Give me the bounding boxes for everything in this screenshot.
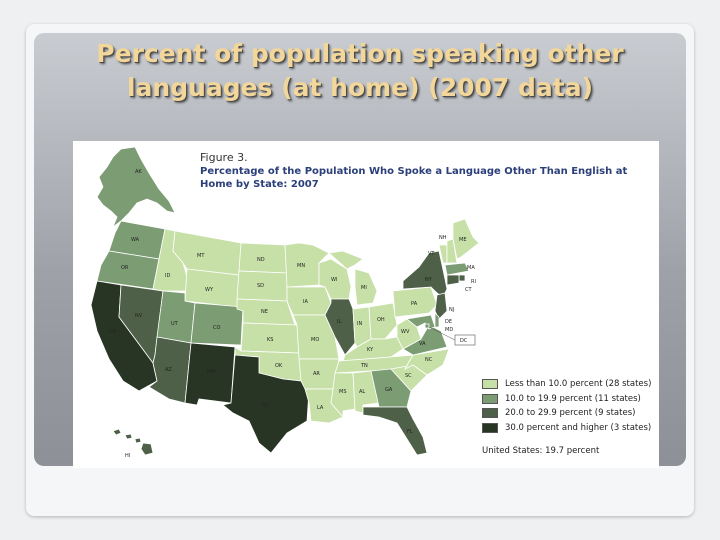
figure-number: Figure 3. xyxy=(200,151,248,164)
legend-label: 20.0 to 29.9 percent (9 states) xyxy=(505,408,636,419)
legend-swatch xyxy=(482,422,498,433)
label-VT: VT xyxy=(428,251,435,257)
label-CT: CT xyxy=(465,287,472,293)
state-IA xyxy=(286,286,332,316)
label-SC: SC xyxy=(405,373,412,379)
label-AL: AL xyxy=(359,389,365,395)
us-total: United States: 19.7 percent xyxy=(482,446,600,456)
legend-item: Less than 10.0 percent (28 states) xyxy=(482,377,651,392)
label-ME: ME xyxy=(459,237,466,243)
legend-swatch xyxy=(482,379,498,390)
state-MI xyxy=(328,250,378,306)
label-FL: FL xyxy=(407,429,413,435)
label-AZ: AZ xyxy=(165,367,172,373)
state-TX xyxy=(222,354,310,454)
label-MN: MN xyxy=(297,263,305,269)
legend-item: 10.0 to 19.9 percent (11 states) xyxy=(482,392,651,407)
label-IA: IA xyxy=(303,299,308,305)
state-RI xyxy=(458,274,466,282)
legend-swatch xyxy=(482,393,498,404)
state-AK xyxy=(96,146,176,229)
legend-item: 20.0 to 29.9 percent (9 states) xyxy=(482,406,651,421)
legend-label: 10.0 to 19.9 percent (11 states) xyxy=(505,393,641,404)
map-figure: AK HI WA OR CA NV ID MT WY UT CO AZ NM N… xyxy=(73,141,659,468)
label-OK: OK xyxy=(275,363,283,369)
label-ND: ND xyxy=(257,257,265,263)
label-DE: DE xyxy=(445,319,452,325)
label-PA: PA xyxy=(411,301,418,307)
label-MS: MS xyxy=(339,389,347,395)
legend-swatch xyxy=(482,408,498,419)
label-IN: IN xyxy=(357,321,362,327)
state-HI xyxy=(112,428,154,456)
label-TN: TN xyxy=(360,363,368,369)
label-IL: IL xyxy=(337,319,341,325)
state-ME xyxy=(452,218,480,260)
label-DC: DC xyxy=(460,338,468,344)
state-MA xyxy=(444,262,470,276)
label-MO: MO xyxy=(311,337,319,343)
label-CA: CA xyxy=(109,329,116,335)
state-NH xyxy=(446,238,458,264)
label-MT: MT xyxy=(197,253,205,259)
state-OH xyxy=(368,302,398,340)
state-GA xyxy=(370,368,412,408)
slide-title: Percent of population speaking other lan… xyxy=(96,39,624,102)
state-NJ xyxy=(434,292,448,320)
label-MD: MD xyxy=(445,327,453,333)
label-OR: OR xyxy=(121,265,129,271)
dc-callout-line xyxy=(428,326,456,341)
label-CO: CO xyxy=(213,325,220,331)
label-KS: KS xyxy=(267,337,273,343)
figure-title: Percentage of the Population Who Spoke a… xyxy=(200,166,628,190)
state-FL xyxy=(362,406,428,456)
label-NY: NY xyxy=(425,277,433,283)
label-NJ: NJ xyxy=(449,307,454,313)
label-WY: WY xyxy=(205,287,214,293)
label-NH: NH xyxy=(439,235,447,241)
legend-item: 30.0 percent and higher (3 states) xyxy=(482,421,651,436)
state-DE xyxy=(434,312,440,328)
label-WA: WA xyxy=(131,237,140,243)
label-UT: UT xyxy=(171,321,179,327)
us-map: AK HI WA OR CA NV ID MT WY UT CO AZ NM N… xyxy=(90,146,480,459)
label-SD: SD xyxy=(257,283,264,289)
label-GA: GA xyxy=(385,387,393,393)
label-HI: HI xyxy=(125,453,130,459)
state-NY xyxy=(402,250,448,298)
label-RI: RI xyxy=(471,279,476,285)
state-CT xyxy=(446,274,460,286)
label-WI: WI xyxy=(331,277,337,283)
legend-label: Less than 10.0 percent (28 states) xyxy=(505,379,652,390)
label-ID: ID xyxy=(165,273,170,279)
label-NM: NM xyxy=(207,369,215,375)
label-KY: KY xyxy=(367,347,374,353)
state-CO xyxy=(190,302,244,346)
state-OR xyxy=(96,250,160,290)
label-MI: MI xyxy=(361,285,367,291)
label-AR: AR xyxy=(313,371,320,377)
legend-label: 30.0 percent and higher (3 states) xyxy=(505,422,652,433)
label-LA: LA xyxy=(317,405,324,411)
state-DC xyxy=(424,323,430,329)
label-NE: NE xyxy=(261,309,268,315)
label-MA: MA xyxy=(467,265,475,271)
label-WV: WV xyxy=(401,329,410,335)
map-legend: Less than 10.0 percent (28 states) 10.0 … xyxy=(482,377,651,435)
label-AK: AK xyxy=(135,169,142,175)
label-VA: VA xyxy=(419,341,426,347)
label-NC: NC xyxy=(425,357,433,363)
label-NV: NV xyxy=(135,313,143,319)
label-OH: OH xyxy=(377,317,385,323)
label-TX: TX xyxy=(260,403,268,409)
